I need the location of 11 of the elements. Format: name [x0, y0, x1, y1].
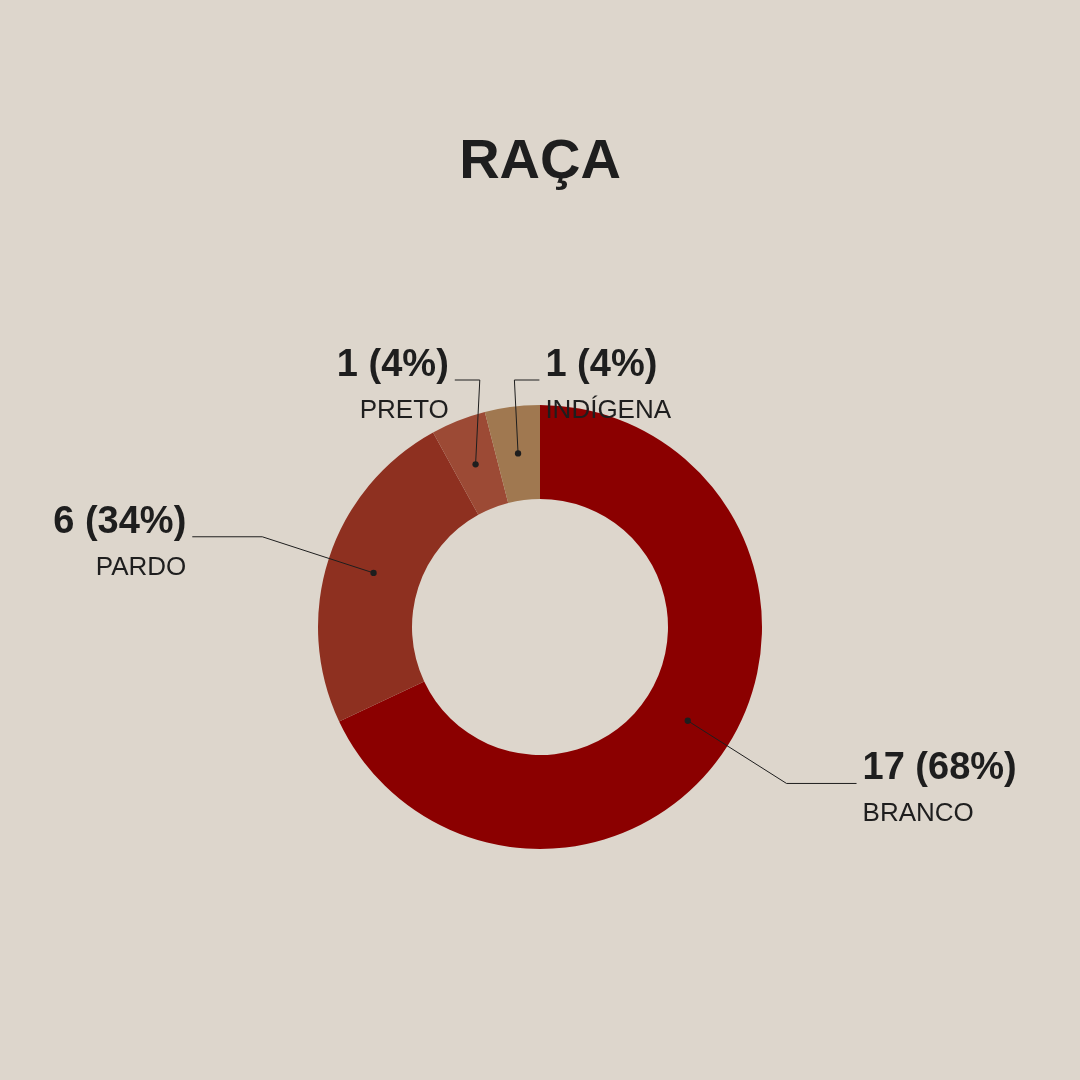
slice-label: PRETO	[359, 394, 449, 424]
data-label: 6 (34%)	[53, 498, 187, 541]
donut-slice	[318, 432, 479, 722]
data-label: 1 (4%)	[336, 342, 449, 384]
donut-slice	[484, 405, 540, 504]
chart-title: RAÇA	[459, 127, 621, 190]
slice-label: PARDO	[95, 550, 187, 581]
slice-label: INDÍGENA	[545, 394, 672, 424]
data-label: 1 (4%)	[545, 342, 658, 384]
data-label: 17 (68%)	[862, 745, 1017, 788]
slice-label: BRANCO	[862, 797, 974, 828]
